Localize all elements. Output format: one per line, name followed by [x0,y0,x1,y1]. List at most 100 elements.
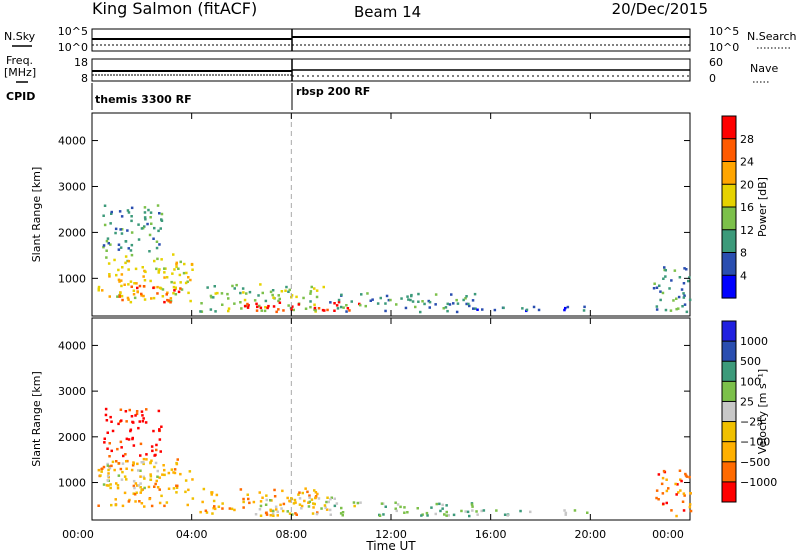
velocity-cell [396,503,400,506]
power-cell [178,273,182,277]
power-colorbar-title: Power [dB] [756,177,769,237]
power-cell [450,293,453,296]
velocity-cell [141,414,144,417]
velocity-cell [292,502,296,505]
velocity-cell [339,512,343,515]
velocity-cell [160,425,163,428]
power-cell [156,285,159,289]
power-panel: 1000 2000 3000 4000 Slant Range [km] 28 24 20 16… [30,112,769,317]
velocity-cell [421,513,424,516]
velocity-cell [290,497,294,501]
power-cell [172,285,176,289]
velocity-cell [384,505,387,508]
velocity-cell [175,484,178,487]
freq-label: Freq. [6,54,33,67]
power-cell [132,289,136,292]
power-cell [233,302,236,305]
velocity-cell [117,474,121,477]
velocity-colorbar-label: −1000 [740,476,777,489]
velocity-cell [109,483,112,486]
velocity-colorbar-frame [721,320,737,503]
velocity-cell [111,460,115,464]
power-cell [213,285,216,288]
nsky-tick-top: 10^5 [58,25,88,38]
velocity-cell [280,507,283,510]
velocity-cell [104,407,108,411]
velocity-cell [681,500,685,503]
velocity-cell [678,469,682,472]
velocity-cell [259,514,263,517]
power-cell [118,210,122,213]
velocity-cell [265,511,268,514]
power-cell [304,307,308,310]
velocity-cell [294,501,297,504]
power-cell [226,292,229,296]
velocity-cell [665,478,668,481]
power-cell [297,303,301,306]
velocity-cell [667,487,670,490]
velocity-cell [286,510,289,513]
power-cell [404,306,408,310]
velocity-cell [135,412,139,416]
power-cell [148,250,151,253]
power-cell [476,308,479,311]
velocity-cell [471,505,474,508]
power-cell [260,309,263,312]
velocity-cell [445,510,448,514]
power-cell [669,309,673,312]
power-cell [136,290,139,293]
power-cell [124,240,128,243]
velocity-cell [688,503,692,506]
velocity-cell [563,509,566,512]
power-cell [288,288,291,292]
power-cell [159,227,162,230]
velocity-cell [313,489,316,492]
velocity-cell [128,498,131,502]
power-colorbar-swatch [722,229,736,254]
date-title: 20/Dec/2015 [612,0,708,18]
velocity-cell [657,498,660,501]
velocity-cell [264,503,268,506]
power-cell [142,275,145,278]
power-cell [525,308,529,312]
power-cell [140,294,143,297]
power-cell [255,309,259,312]
power-cell [287,304,290,307]
velocity-cell [104,413,108,417]
velocity-cell [213,505,216,508]
velocity-cell [327,500,330,504]
power-cell [317,307,321,310]
power-cell [670,279,673,282]
velocity-cell [131,464,135,467]
power-cell [175,263,178,266]
velocity-x-tick-label: 00:00 [652,528,684,541]
power-cell [384,309,387,313]
velocity-cell [261,496,264,499]
velocity-cell [679,478,682,481]
power-cell [156,257,159,261]
power-cell [313,306,317,310]
power-cell [309,290,313,293]
power-cell [120,273,124,276]
power-cell [468,304,471,308]
power-cell [214,310,217,313]
velocity-cell [298,503,302,506]
velocity-cell [173,468,177,471]
velocity-cell [154,461,158,465]
freq-strip: Freq. [MHz] 18 8 60 0 Nave [4,54,778,85]
velocity-cell [684,474,688,477]
power-cell [345,304,348,307]
power-cell [150,222,153,225]
power-colorbar-swatch [722,252,736,276]
power-cell [126,229,129,232]
velocity-cell [199,510,202,514]
velocity-cell [163,473,166,477]
velocity-cell [341,511,345,514]
power-cell [677,307,680,310]
velocity-cell [316,492,319,496]
velocity-colorbar-label: 1000 [740,335,768,348]
velocity-cell [680,479,683,483]
power-cell [239,291,242,295]
velocity-cell [252,500,256,504]
power-cell [400,297,403,300]
